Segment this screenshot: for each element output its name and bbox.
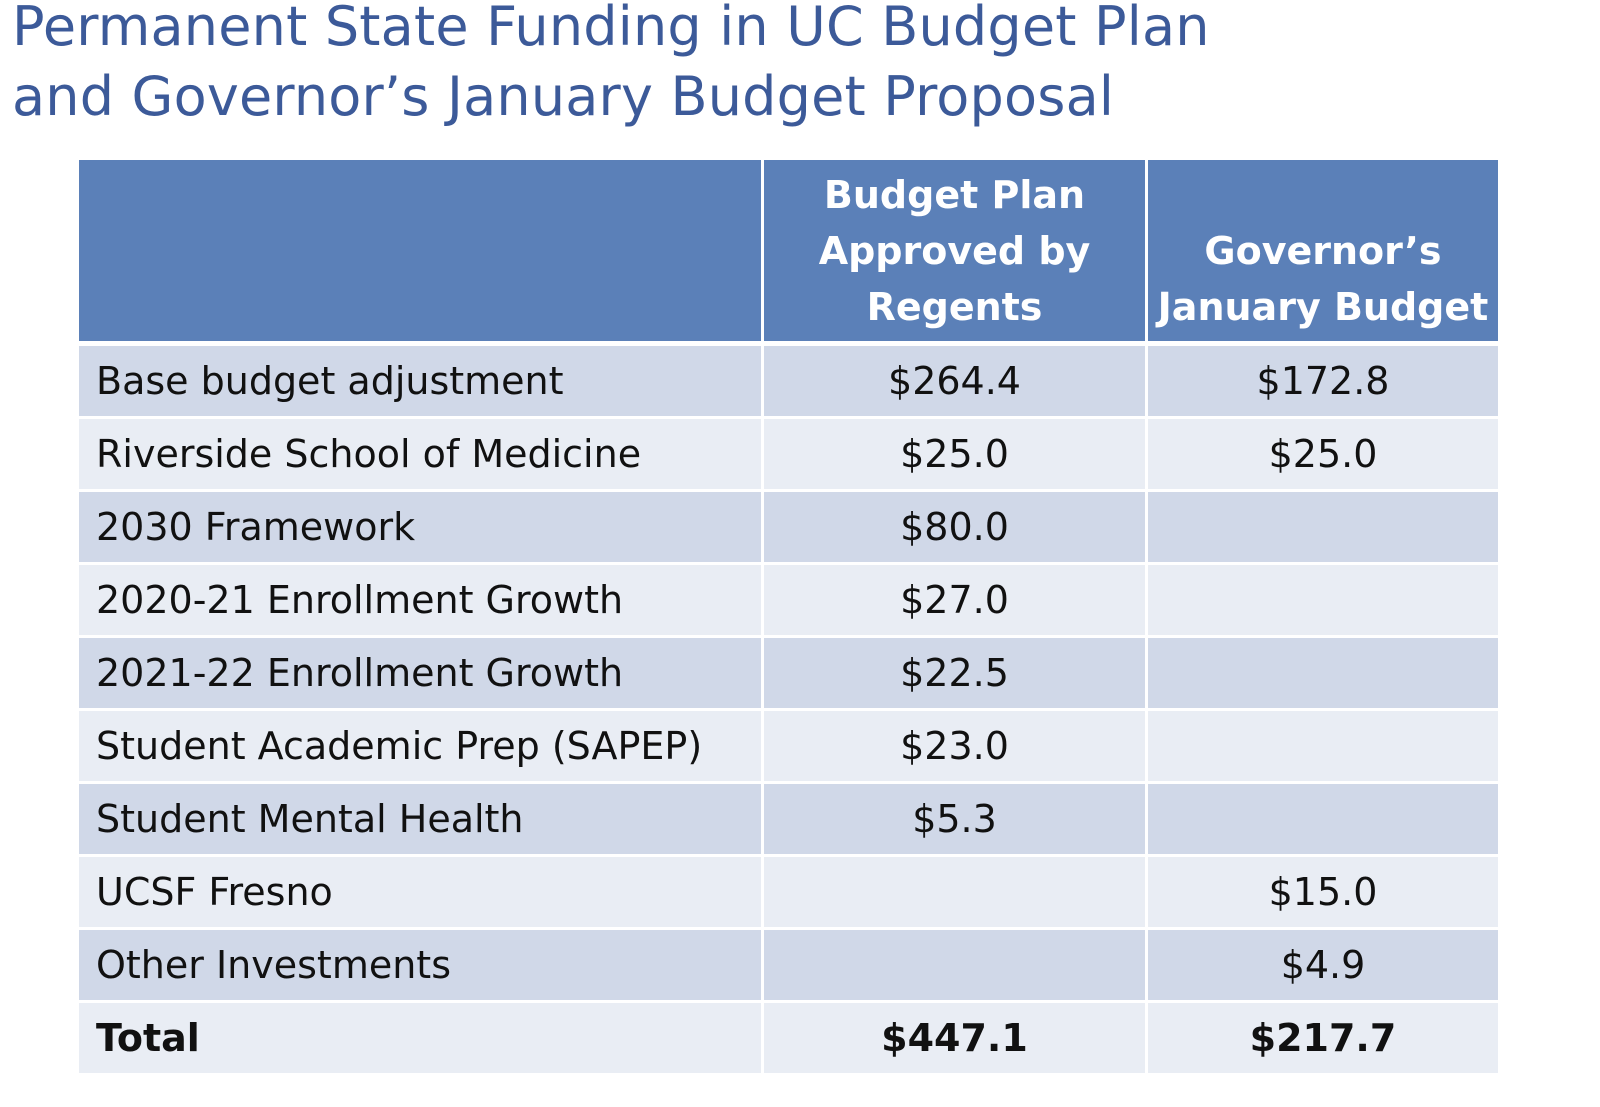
- table-row: 2030 Framework $80.0: [79, 492, 1498, 565]
- governor-total: $217.7: [1148, 1003, 1498, 1076]
- table-row: Riverside School of Medicine $25.0 $25.0: [79, 419, 1498, 492]
- header-budget-plan-regents: Budget Plan Approved by Regents: [764, 160, 1148, 346]
- header-line: Approved by: [818, 229, 1091, 273]
- row-label: Riverside School of Medicine: [79, 419, 764, 492]
- table-row: Student Academic Prep (SAPEP) $23.0: [79, 711, 1498, 784]
- header-line: Budget Plan: [823, 173, 1086, 217]
- governor-value: [1148, 565, 1498, 638]
- regents-value: $22.5: [764, 638, 1148, 711]
- governor-value: [1148, 492, 1498, 565]
- header-governor-january-budget: Governor’s January Budget: [1148, 160, 1498, 346]
- header-item-column: [79, 160, 764, 346]
- governor-value: $15.0: [1148, 857, 1498, 930]
- governor-value: $4.9: [1148, 930, 1498, 1003]
- header-line: January Budget: [1157, 285, 1489, 329]
- regents-value: $80.0: [764, 492, 1148, 565]
- row-label: 2030 Framework: [79, 492, 764, 565]
- table-row: Student Mental Health $5.3: [79, 784, 1498, 857]
- funding-table: Budget Plan Approved by Regents Governor…: [79, 160, 1498, 1076]
- title-line-1: Permanent State Funding in UC Budget Pla…: [12, 0, 1210, 58]
- governor-value: [1148, 784, 1498, 857]
- regents-value: [764, 930, 1148, 1003]
- table-row: Other Investments $4.9: [79, 930, 1498, 1003]
- row-label: UCSF Fresno: [79, 857, 764, 930]
- table-header-row: Budget Plan Approved by Regents Governor…: [79, 160, 1498, 346]
- total-label: Total: [79, 1003, 764, 1076]
- row-label: Student Academic Prep (SAPEP): [79, 711, 764, 784]
- row-label: Base budget adjustment: [79, 346, 764, 419]
- regents-value: $25.0: [764, 419, 1148, 492]
- regents-value: $27.0: [764, 565, 1148, 638]
- governor-value: $25.0: [1148, 419, 1498, 492]
- page-title: Permanent State Funding in UC Budget Pla…: [12, 0, 1210, 132]
- row-label: Student Mental Health: [79, 784, 764, 857]
- row-label: 2021-22 Enrollment Growth: [79, 638, 764, 711]
- header-line: Governor’s: [1204, 229, 1442, 273]
- table-row: Base budget adjustment $264.4 $172.8: [79, 346, 1498, 419]
- table-row: 2021-22 Enrollment Growth $22.5: [79, 638, 1498, 711]
- regents-value: $5.3: [764, 784, 1148, 857]
- row-label: Other Investments: [79, 930, 764, 1003]
- header-line: Regents: [866, 285, 1043, 329]
- table-row: 2020-21 Enrollment Growth $27.0: [79, 565, 1498, 638]
- title-line-2: and Governor’s January Budget Proposal: [12, 65, 1115, 128]
- regents-value: $264.4: [764, 346, 1148, 419]
- regents-value: $23.0: [764, 711, 1148, 784]
- regents-total: $447.1: [764, 1003, 1148, 1076]
- regents-value: [764, 857, 1148, 930]
- total-row: Total $447.1 $217.7: [79, 1003, 1498, 1076]
- governor-value: [1148, 638, 1498, 711]
- row-label: 2020-21 Enrollment Growth: [79, 565, 764, 638]
- governor-value: $172.8: [1148, 346, 1498, 419]
- table-row: UCSF Fresno $15.0: [79, 857, 1498, 930]
- governor-value: [1148, 711, 1498, 784]
